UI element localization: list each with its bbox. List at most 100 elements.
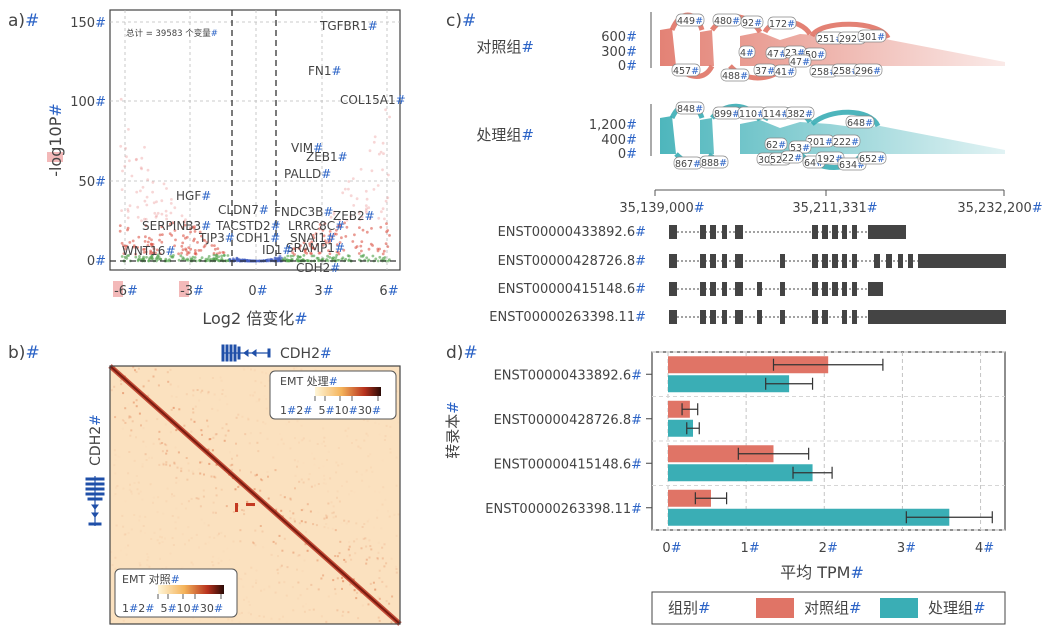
transcript-exon bbox=[669, 282, 677, 296]
volcano-point bbox=[385, 200, 388, 203]
transcript-exon bbox=[832, 254, 838, 268]
svg-text:EMT 处理#: EMT 处理# bbox=[280, 375, 338, 388]
volcano-point bbox=[125, 155, 128, 158]
volcano-point bbox=[247, 260, 250, 263]
panel-a-label: a)# bbox=[8, 11, 39, 31]
transcript-exon bbox=[710, 225, 716, 239]
volcano-point bbox=[382, 207, 385, 210]
junction-count: 301# bbox=[859, 32, 885, 43]
volcano-ylabel: -log10P# bbox=[46, 103, 65, 177]
volcano-point bbox=[146, 196, 149, 199]
volcano-point bbox=[131, 175, 134, 178]
volcano-point bbox=[147, 241, 150, 244]
volcano-point bbox=[187, 259, 190, 262]
bar-category-label: ENST00000415148.6# bbox=[494, 457, 642, 472]
bar-category-label: ENST00000263398.11# bbox=[485, 502, 642, 517]
volcano-point bbox=[126, 229, 129, 232]
transcript-exon bbox=[822, 310, 828, 324]
sashimi-control-name: 对照组# bbox=[476, 38, 534, 56]
junction-count: 457# bbox=[673, 66, 699, 77]
volcano-point bbox=[144, 235, 147, 238]
transcript-exon bbox=[710, 310, 716, 324]
volcano-point bbox=[180, 252, 183, 255]
panel-c-label: c)# bbox=[446, 11, 476, 31]
junction-count: 62# bbox=[766, 140, 786, 151]
junction-count: 92# bbox=[742, 18, 762, 29]
volcano-point bbox=[383, 250, 386, 253]
volcano-point bbox=[137, 236, 140, 239]
volcano-point bbox=[347, 259, 350, 262]
volcano-point bbox=[387, 260, 390, 263]
volcano-point bbox=[177, 252, 180, 255]
transcript-exon bbox=[722, 225, 727, 239]
volcano-point bbox=[356, 197, 359, 200]
transcript-exon bbox=[735, 310, 743, 324]
volcano-point bbox=[360, 168, 363, 171]
volcano-point bbox=[317, 257, 320, 260]
volcano-point bbox=[153, 212, 156, 215]
coord-ticks: 35,139,000# 35,211,331# 35,232,200# bbox=[619, 201, 1042, 216]
volcano-point bbox=[170, 212, 173, 215]
volcano-point bbox=[374, 135, 377, 138]
volcano-point bbox=[348, 255, 351, 258]
junction-count: 652# bbox=[859, 154, 885, 165]
volcano-point bbox=[382, 152, 385, 155]
volcano-point bbox=[120, 209, 123, 212]
transcript-exon bbox=[822, 225, 828, 239]
volcano-point bbox=[344, 235, 347, 238]
volcano-point bbox=[140, 157, 143, 160]
volcano-point bbox=[183, 257, 186, 260]
volcano-point bbox=[377, 260, 380, 263]
volcano-point bbox=[360, 250, 363, 253]
transcript-exon bbox=[735, 282, 743, 296]
transcript-exon bbox=[832, 225, 838, 239]
volcano-point bbox=[165, 214, 168, 217]
volcano-point bbox=[299, 256, 302, 259]
volcano-point bbox=[236, 258, 239, 261]
svg-text:1#2#5#10#30#: 1#2# 5#10#30# bbox=[122, 602, 223, 615]
junction-count: 449# bbox=[677, 16, 703, 27]
volcano-point bbox=[384, 108, 387, 111]
transcript-exon bbox=[669, 254, 677, 268]
volcano-point bbox=[365, 190, 368, 193]
volcano-point bbox=[213, 252, 216, 255]
transcript-exon bbox=[812, 310, 818, 324]
junction-count: 37# bbox=[755, 66, 775, 77]
transcript-exon bbox=[842, 225, 847, 239]
volcano-point bbox=[368, 248, 371, 251]
transcript-exon bbox=[780, 254, 785, 268]
volcano-point bbox=[128, 159, 131, 162]
svg-text:600#: 600# bbox=[601, 30, 637, 45]
junction-count: 41# bbox=[775, 67, 795, 78]
bar-category-label: ENST00000428726.8# bbox=[494, 413, 642, 428]
volcano-point bbox=[373, 188, 376, 191]
transcript-exon bbox=[669, 225, 677, 239]
volcano-point bbox=[353, 233, 356, 236]
volcano-point bbox=[170, 198, 173, 201]
volcano-point bbox=[387, 174, 390, 177]
svg-text:0#: 0# bbox=[87, 254, 106, 269]
bar-ylabel: 转录本# bbox=[444, 401, 462, 459]
hic-legend-top: EMT 处理# 1#2# 5#10#30# bbox=[270, 371, 396, 419]
transcript-exon bbox=[852, 310, 857, 324]
svg-text:100#: 100# bbox=[70, 95, 106, 110]
transcript-exon bbox=[898, 254, 903, 268]
volcano-point bbox=[377, 184, 380, 187]
legend-swatch-treatment bbox=[880, 598, 918, 618]
gene-label: ZEB1# bbox=[306, 150, 348, 164]
volcano-point bbox=[358, 252, 361, 255]
bar-x-tick: 2# bbox=[819, 541, 838, 556]
volcano-point bbox=[370, 227, 373, 230]
svg-text:300#: 300# bbox=[601, 45, 637, 60]
svg-text:处理组#: 处理组# bbox=[928, 599, 986, 617]
volcano-point bbox=[386, 196, 389, 199]
volcano-point bbox=[366, 198, 369, 201]
volcano-point bbox=[158, 239, 161, 242]
gene-label: COL15A1# bbox=[340, 93, 406, 107]
volcano-point bbox=[127, 128, 130, 131]
bar bbox=[668, 464, 813, 481]
transcript-exon bbox=[868, 225, 906, 239]
sashimi-control-yticks: 600# 300# 0# bbox=[601, 30, 637, 74]
svg-text:ENST00000415148.6#: ENST00000415148.6# bbox=[498, 282, 646, 297]
transcript-exon bbox=[812, 282, 818, 296]
